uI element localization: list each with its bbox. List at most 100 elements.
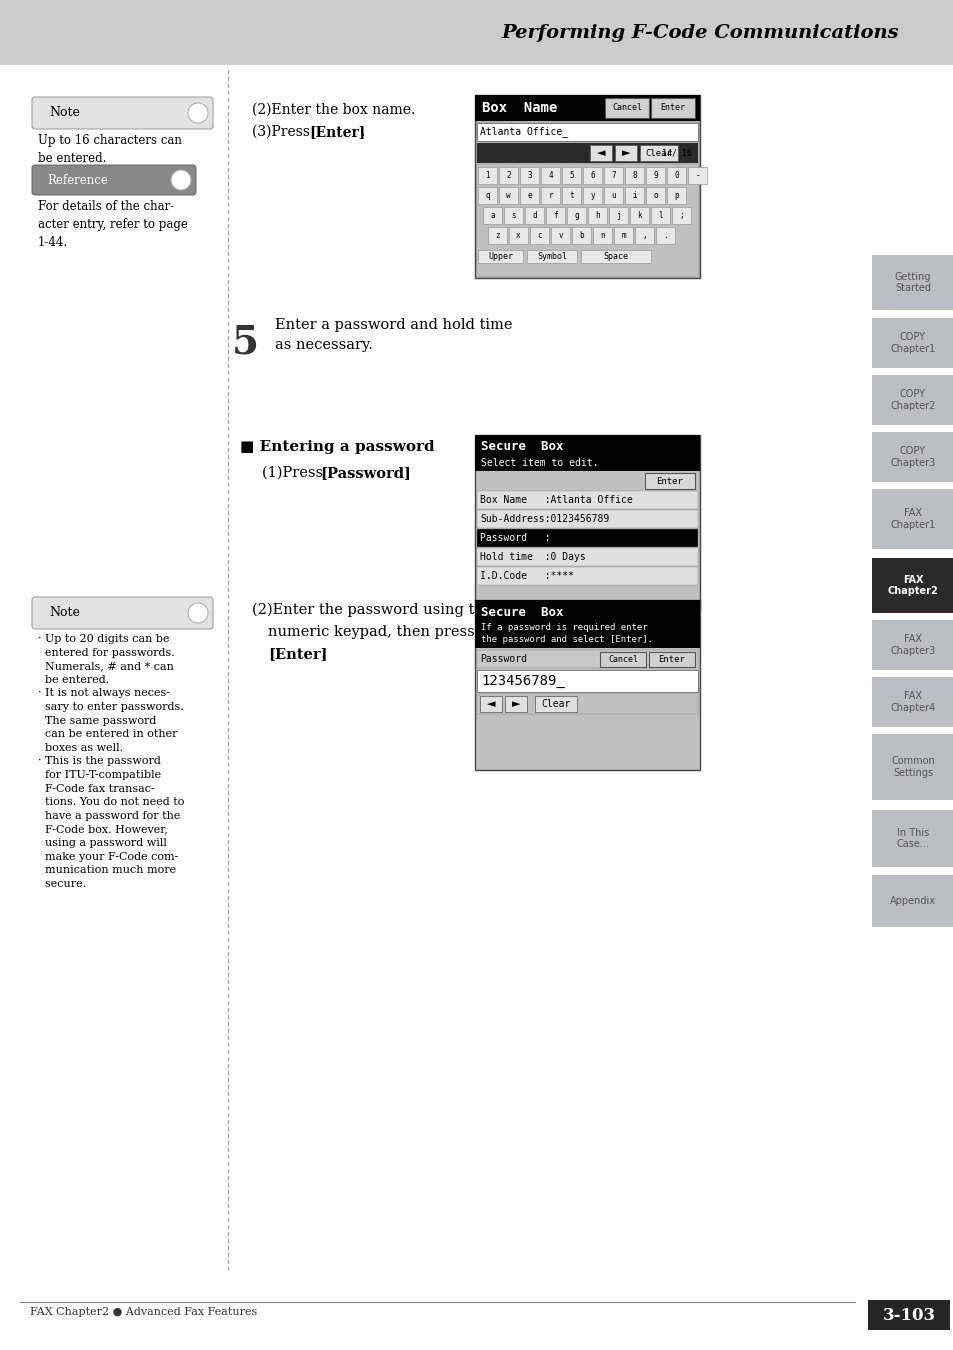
Text: .: . <box>320 647 325 662</box>
Text: .: . <box>662 231 667 240</box>
Text: FAX
Chapter1: FAX Chapter1 <box>889 508 935 529</box>
Bar <box>476 567 698 585</box>
Text: j: j <box>616 211 620 220</box>
Bar <box>871 432 953 482</box>
Text: Box  Name: Box Name <box>481 101 557 115</box>
Bar <box>639 144 678 161</box>
Bar <box>488 227 506 244</box>
Bar <box>551 227 569 244</box>
Bar <box>615 144 637 161</box>
Text: Hold time  :0 Days: Hold time :0 Days <box>479 552 585 562</box>
Bar <box>476 670 698 693</box>
Text: I.D.Code   :****: I.D.Code :**** <box>479 571 574 580</box>
Bar <box>524 207 543 224</box>
Text: b: b <box>578 231 583 240</box>
Text: Secure  Box: Secure Box <box>480 606 563 618</box>
Text: c: c <box>537 231 541 240</box>
Text: as necessary.: as necessary. <box>274 338 373 352</box>
Text: .: . <box>360 126 365 139</box>
Text: 5: 5 <box>569 171 573 180</box>
Bar <box>671 207 690 224</box>
Text: k: k <box>637 211 641 220</box>
Bar <box>545 207 564 224</box>
Text: Clear: Clear <box>645 148 672 158</box>
Bar <box>645 167 664 184</box>
Bar <box>599 652 645 667</box>
Bar <box>479 697 501 711</box>
Bar <box>871 255 953 310</box>
Bar <box>519 188 538 204</box>
Bar <box>871 875 953 927</box>
Bar <box>582 167 601 184</box>
Bar <box>530 227 548 244</box>
Bar <box>666 188 685 204</box>
Bar <box>572 227 590 244</box>
Text: (1)Press: (1)Press <box>262 466 328 481</box>
Bar <box>608 207 627 224</box>
Text: 123456789_: 123456789_ <box>480 674 564 688</box>
Bar <box>509 227 527 244</box>
Text: 3-103: 3-103 <box>882 1307 935 1323</box>
Text: 1: 1 <box>485 171 489 180</box>
Text: v: v <box>558 231 562 240</box>
Text: Reference: Reference <box>47 174 108 186</box>
Text: [Password]: [Password] <box>319 466 411 481</box>
Bar <box>503 207 522 224</box>
Bar <box>475 435 700 610</box>
Circle shape <box>188 603 208 622</box>
Text: s: s <box>511 211 516 220</box>
Text: FAX
Chapter3: FAX Chapter3 <box>889 634 935 656</box>
Text: ◄: ◄ <box>486 699 495 709</box>
Bar <box>629 207 648 224</box>
Text: f: f <box>553 211 558 220</box>
Text: Enter: Enter <box>656 477 682 486</box>
Text: numeric keypad, then press: numeric keypad, then press <box>268 625 475 639</box>
Text: 14/ 16: 14/ 16 <box>661 148 691 158</box>
Text: ◄: ◄ <box>597 148 604 158</box>
Text: m: m <box>620 231 625 240</box>
Bar <box>475 435 700 471</box>
FancyBboxPatch shape <box>32 97 213 130</box>
Text: Atlanta Office_: Atlanta Office_ <box>479 127 568 138</box>
Bar <box>587 207 606 224</box>
Text: u: u <box>611 190 616 200</box>
Text: .: . <box>393 466 397 481</box>
Bar <box>871 676 953 728</box>
Bar <box>476 123 698 140</box>
Text: Cancel: Cancel <box>607 655 638 663</box>
Text: Password   :: Password : <box>479 533 550 543</box>
Text: COPY
Chapter2: COPY Chapter2 <box>889 389 935 410</box>
Text: w: w <box>506 190 510 200</box>
Bar <box>566 207 585 224</box>
Text: 4: 4 <box>548 171 552 180</box>
Text: 0: 0 <box>674 171 679 180</box>
Bar <box>561 188 580 204</box>
Bar <box>871 558 953 613</box>
Text: t: t <box>569 190 573 200</box>
Text: Enter: Enter <box>659 104 685 112</box>
Bar <box>476 649 698 668</box>
Text: · Up to 20 digits can be
  entered for passwords.
  Numerals, # and * can
  be e: · Up to 20 digits can be entered for pas… <box>38 634 184 888</box>
Bar <box>593 227 612 244</box>
Text: y: y <box>590 190 594 200</box>
Bar <box>477 250 522 263</box>
Bar <box>650 99 695 117</box>
Bar <box>666 167 685 184</box>
Text: Upper: Upper <box>488 252 513 261</box>
Text: If a password is required enter: If a password is required enter <box>480 622 647 632</box>
Bar <box>475 599 700 769</box>
Text: Password: Password <box>479 653 526 664</box>
Bar <box>535 697 577 711</box>
Bar <box>526 250 577 263</box>
Text: FAX
Chapter4: FAX Chapter4 <box>889 691 935 713</box>
Bar <box>540 167 559 184</box>
Bar <box>498 167 517 184</box>
Bar <box>603 188 622 204</box>
Bar <box>604 99 648 117</box>
Text: ►: ► <box>621 148 630 158</box>
FancyBboxPatch shape <box>32 597 213 629</box>
Bar <box>871 810 953 867</box>
Text: Appendix: Appendix <box>889 896 935 906</box>
Circle shape <box>188 103 208 123</box>
Text: q: q <box>485 190 489 200</box>
